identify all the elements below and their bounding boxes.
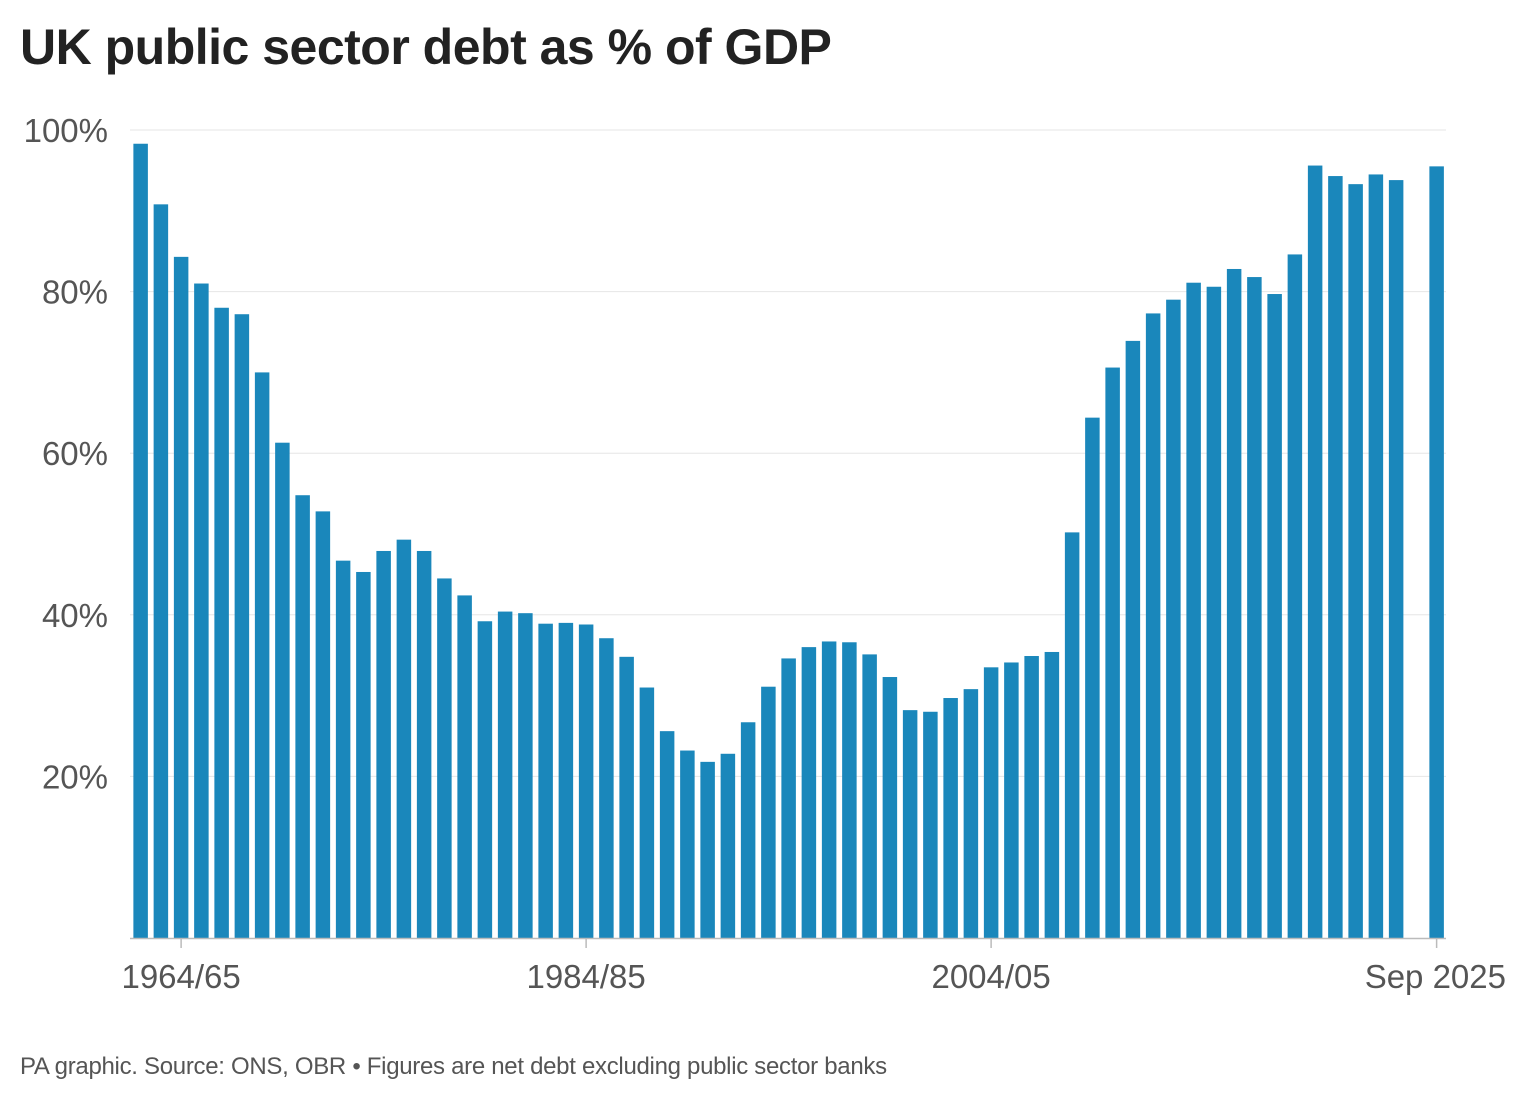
bar — [1004, 662, 1019, 938]
bar-chart: 20% 40% 60% 80% 100% 1964/65 1984/85 2004/05 Se… — [24, 112, 1506, 995]
bar — [761, 686, 776, 938]
x-axis — [130, 937, 1446, 948]
bar — [943, 698, 958, 938]
bar — [902, 710, 918, 938]
bar — [680, 750, 695, 938]
x-tick-label: 1964/65 — [121, 958, 240, 995]
bar — [1206, 286, 1222, 938]
bar — [133, 143, 148, 939]
bar — [1186, 282, 1201, 939]
bar — [842, 642, 857, 938]
bar — [497, 611, 513, 938]
bar — [234, 314, 250, 939]
bar — [1226, 268, 1242, 939]
bar — [1125, 340, 1141, 938]
y-tick-label: 20% — [42, 758, 108, 795]
bar — [173, 256, 189, 938]
bar — [335, 560, 351, 938]
bar — [1044, 651, 1060, 938]
bar — [1429, 166, 1444, 939]
x-tick-labels: 1964/65 1984/85 2004/05 Sep 2025 — [121, 958, 1506, 995]
bar — [1145, 313, 1161, 938]
bar — [1348, 184, 1363, 938]
bar — [254, 372, 270, 938]
bar — [518, 613, 533, 938]
bar — [1328, 176, 1343, 938]
bar — [214, 307, 229, 938]
bar — [153, 204, 169, 939]
bar — [1368, 174, 1384, 938]
bar — [983, 667, 999, 938]
chart-title: UK public sector debt as % of GDP — [20, 19, 832, 75]
bar — [659, 731, 675, 938]
bar — [315, 511, 331, 938]
bar — [396, 539, 412, 938]
y-tick-labels: 20% 40% 60% 80% 100% — [24, 112, 108, 795]
x-tick-label: 2004/05 — [931, 958, 1050, 995]
bar — [720, 753, 736, 938]
y-tick-label: 40% — [42, 597, 108, 634]
source-note: PA graphic. Source: ONS, OBR • Figures a… — [20, 1053, 887, 1080]
bar — [376, 550, 391, 938]
bar — [1024, 656, 1039, 938]
bar — [1064, 532, 1080, 938]
x-tick-label: 1984/85 — [526, 958, 645, 995]
bar — [194, 283, 209, 938]
bar — [356, 571, 371, 938]
y-tick-label: 60% — [42, 435, 108, 472]
bar — [295, 495, 310, 938]
bar — [457, 595, 472, 938]
bar — [1105, 367, 1120, 938]
bar — [558, 622, 574, 938]
x-tick-label: Sep 2025 — [1365, 958, 1506, 995]
bar — [801, 647, 817, 938]
bar — [882, 677, 898, 938]
bars — [133, 143, 1444, 939]
bar — [639, 687, 655, 938]
bar — [538, 623, 553, 938]
bar — [416, 550, 432, 938]
bar — [1085, 417, 1100, 938]
bar — [781, 658, 796, 938]
bar — [477, 621, 493, 938]
bar — [619, 656, 634, 938]
bar — [1267, 294, 1282, 938]
bar — [1287, 254, 1303, 938]
bar — [1388, 180, 1404, 939]
y-tick-label: 80% — [42, 274, 108, 311]
bar — [578, 624, 594, 938]
bar — [740, 722, 756, 938]
bar — [1307, 165, 1323, 939]
bar — [923, 711, 938, 938]
bar — [700, 761, 715, 938]
bar — [275, 442, 290, 938]
bar — [963, 689, 979, 938]
y-tick-label: 100% — [24, 112, 108, 149]
bar — [1166, 299, 1181, 938]
bar — [862, 654, 877, 938]
bar — [821, 641, 837, 938]
bar — [1247, 277, 1262, 938]
bar — [599, 638, 614, 938]
bar — [437, 578, 452, 938]
